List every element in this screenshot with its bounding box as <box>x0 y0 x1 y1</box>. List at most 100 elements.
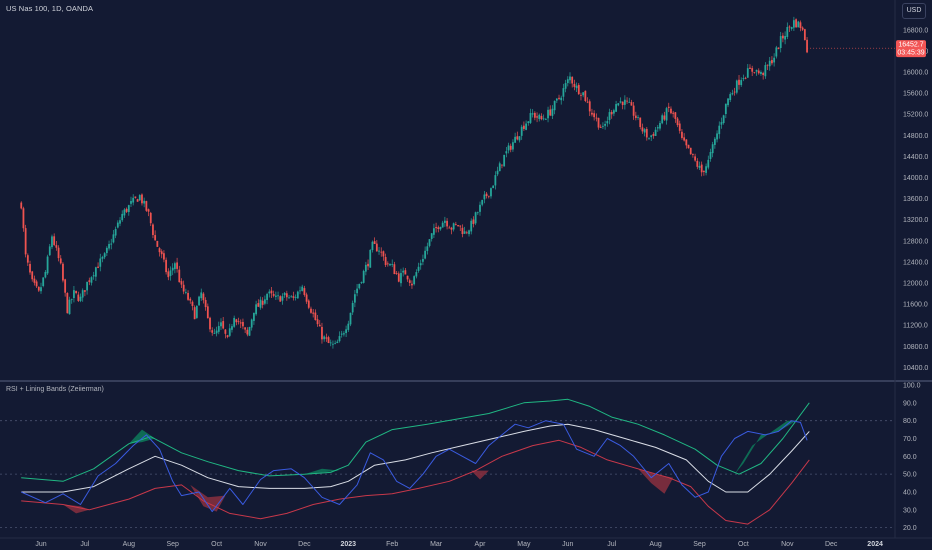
candle-body <box>156 240 159 247</box>
candle <box>731 89 734 96</box>
candle-body <box>446 220 448 227</box>
candle-body <box>573 83 576 87</box>
candle-body <box>685 139 688 146</box>
candle-body <box>709 152 712 159</box>
candle-body <box>483 194 486 200</box>
candle <box>555 98 558 103</box>
candle <box>75 290 78 295</box>
candle <box>231 323 233 333</box>
candle <box>40 282 42 294</box>
candle-body <box>64 279 67 293</box>
candle-body <box>68 299 71 315</box>
candle-body <box>698 165 701 168</box>
candle-body <box>454 223 457 225</box>
candle-body <box>332 343 334 345</box>
candle <box>619 97 622 104</box>
candle-body <box>426 246 429 251</box>
candle <box>73 285 75 303</box>
candle <box>505 146 508 158</box>
time-tick-label: Mar <box>430 541 443 548</box>
candle <box>373 237 376 245</box>
candle-body <box>277 295 279 297</box>
candle <box>713 137 716 149</box>
candle-body <box>650 135 653 138</box>
candle <box>184 288 187 295</box>
candle-body <box>180 281 183 285</box>
candle-body <box>790 27 793 29</box>
candle-body <box>457 225 459 226</box>
candle <box>325 333 328 342</box>
candle-body <box>533 112 536 118</box>
candle-body <box>702 170 705 172</box>
price-tick-label: 10400.0 <box>903 365 928 372</box>
lower-band-line <box>21 439 810 525</box>
candle-body <box>634 115 637 118</box>
candle-body <box>602 125 604 127</box>
candle-body <box>169 270 172 276</box>
currency-button[interactable]: USD <box>902 3 926 19</box>
candle-body <box>184 292 187 293</box>
candle-body <box>593 113 596 118</box>
candle-body <box>560 97 563 101</box>
candle <box>369 249 372 268</box>
candle <box>777 47 780 50</box>
candle-body <box>235 319 238 323</box>
time-tick-label: Aug <box>123 541 136 548</box>
candle-body <box>514 136 517 143</box>
candle <box>476 211 479 215</box>
candle-body <box>749 67 751 69</box>
candle <box>720 117 723 129</box>
candle <box>413 275 416 286</box>
candle <box>68 296 71 315</box>
candle <box>404 267 407 275</box>
indicator-title[interactable]: RSI + Lining Bands (Zeiierman) <box>6 386 104 393</box>
candle <box>332 340 334 349</box>
candle <box>397 271 400 283</box>
time-tick-label: Oct <box>211 541 222 548</box>
candle-body <box>220 322 222 327</box>
candle-body <box>215 330 218 334</box>
candle <box>310 306 312 314</box>
candle-body <box>270 290 273 294</box>
candle-body <box>538 114 541 120</box>
candle-body <box>553 100 556 111</box>
time-tick-label: 2024 <box>867 541 883 548</box>
candle <box>733 87 736 96</box>
candle <box>44 269 47 279</box>
candle <box>584 90 587 103</box>
candle-body <box>738 79 740 85</box>
candle <box>523 121 525 132</box>
candle-body <box>580 94 582 96</box>
candle <box>228 323 231 338</box>
candle-body <box>525 123 527 130</box>
candle-body <box>191 301 194 307</box>
candle-body <box>474 212 477 224</box>
candle-body <box>110 243 113 245</box>
candle-body <box>386 263 389 265</box>
candle <box>88 277 91 286</box>
candle <box>595 113 598 122</box>
candle <box>487 195 490 199</box>
candle <box>654 127 657 137</box>
candle <box>437 225 440 233</box>
candle-body <box>217 326 220 332</box>
candle-body <box>415 272 418 277</box>
candle <box>143 197 146 208</box>
candle-body <box>130 201 132 204</box>
candle <box>779 31 782 53</box>
candle-body <box>806 39 808 53</box>
candle <box>771 56 773 66</box>
candle-body <box>586 101 589 103</box>
candle <box>683 133 686 142</box>
candle <box>121 210 124 222</box>
candle <box>433 223 435 238</box>
candle-body <box>654 129 657 136</box>
candle <box>516 131 519 141</box>
candle-body <box>641 127 644 132</box>
candle-body <box>492 185 495 189</box>
candle <box>520 124 523 140</box>
candle-body <box>37 286 40 291</box>
candle <box>786 22 789 40</box>
candle <box>316 315 319 327</box>
